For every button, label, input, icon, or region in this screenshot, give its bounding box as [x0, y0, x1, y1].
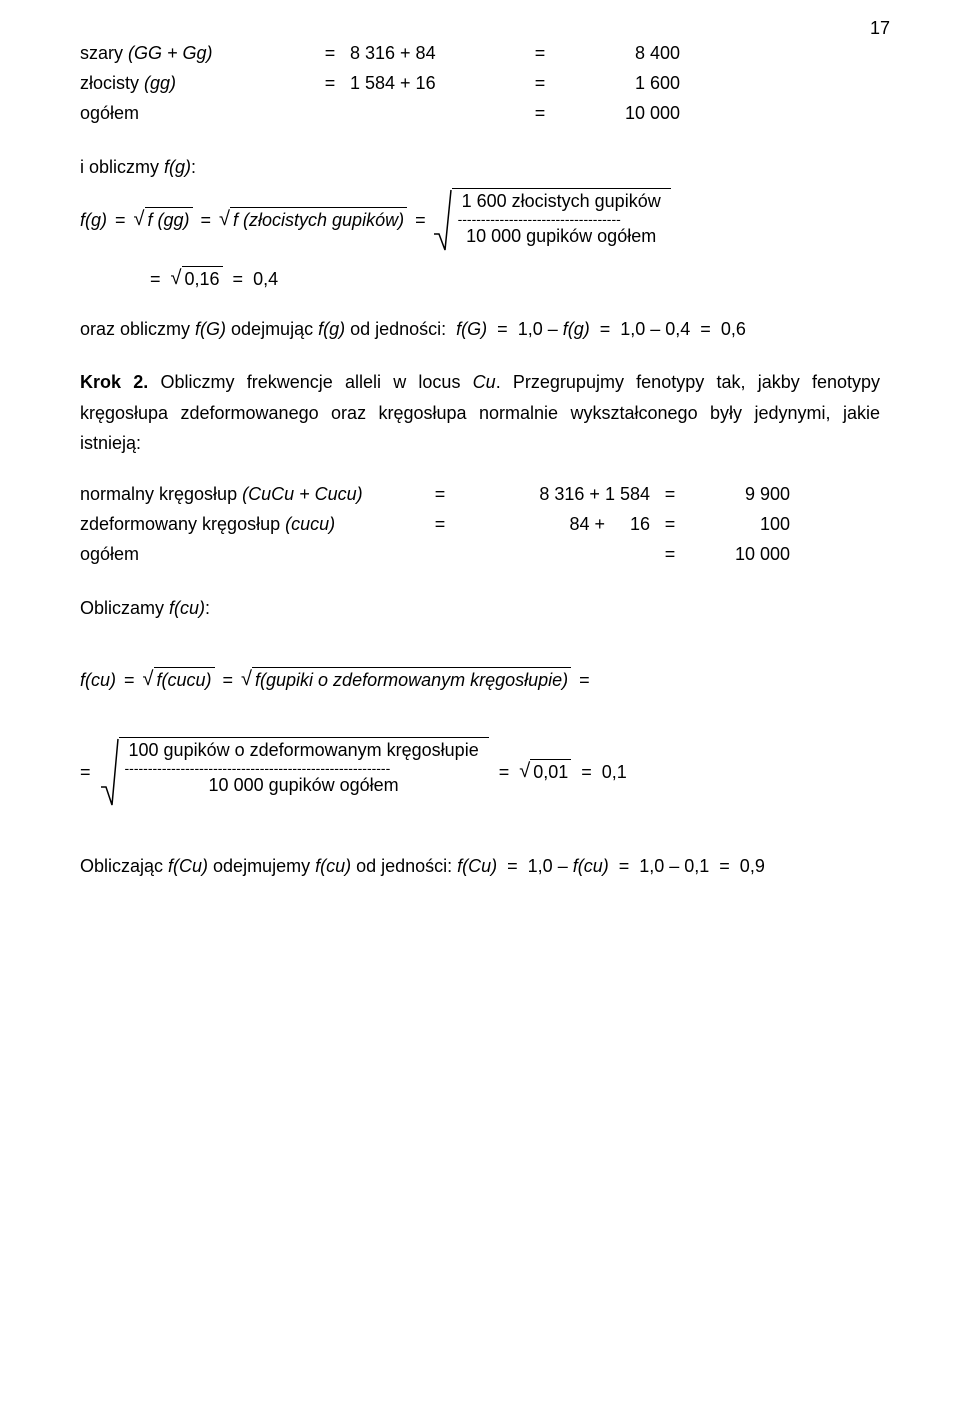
table-row: ogółem = 10 000 [80, 541, 880, 569]
paragraph: Obliczając f(Cu) odejmujemy f(cu) od jed… [80, 851, 880, 882]
table-row: ogółem = 10 000 [80, 100, 880, 128]
cell: 10 000 [690, 541, 790, 569]
cell: 10 000 [560, 100, 680, 128]
cell: = [650, 511, 690, 539]
cell: ogółem [80, 100, 310, 128]
cell: 1 600 [560, 70, 680, 98]
eq-result: 0,1 [602, 762, 627, 783]
paragraph: oraz obliczmy f(G) odejmując f(g) od jed… [80, 314, 880, 345]
text-line: i obliczmy f(g): [80, 152, 880, 183]
cell: = [420, 511, 460, 539]
text: : [205, 598, 210, 618]
cell: złocisty (gg) [80, 70, 310, 98]
fraction-numerator: 1 600 złocistych gupików [458, 191, 665, 212]
fraction-denominator: 10 000 gupików ogółem [458, 226, 665, 247]
step-label: Krok 2. [80, 372, 148, 392]
page: 17 szary (GG + Gg) = 8 316 + 84 = 8 400 … [0, 0, 960, 1423]
cell: 84 + 16 [460, 511, 650, 539]
cell: = [310, 70, 350, 98]
fraction-bar: ----------------------------------------… [125, 761, 483, 775]
eq-result: 0,4 [253, 269, 278, 290]
cell: 100 [690, 511, 790, 539]
eq-var: f(cu) [80, 670, 116, 691]
cell: 8 316 + 1 584 [460, 481, 650, 509]
eq-var: f(g) [80, 210, 107, 231]
cell: normalny kręgosłup (CuCu + Cucu) [80, 481, 420, 509]
sqrt-inner: f(cucu) [157, 670, 212, 690]
cell: = [420, 481, 460, 509]
equation: = √ 0,16 = 0,4 [80, 266, 880, 292]
cell: = [650, 541, 690, 569]
sqrt-icon [101, 737, 119, 807]
cell: = [650, 481, 690, 509]
sqrt-icon [434, 188, 452, 252]
sqrt-inner: 0,16 [182, 266, 223, 292]
sqrt-inner: 0,01 [530, 759, 571, 785]
sqrt-inner: f(gupiki o zdeformowanym kręgosłupie) [255, 670, 568, 690]
page-number: 17 [870, 18, 890, 39]
paragraph: Krok 2. Obliczmy frekwencje alleli w loc… [80, 367, 880, 459]
text-line: Obliczamy f(cu): [80, 593, 880, 624]
sqrt-inner: f (gg) [148, 210, 190, 230]
cell: = [520, 70, 560, 98]
equation: f(cu) = √ f(cucu) = √ f(gupiki o zdeform… [80, 667, 880, 693]
cell: 8 316 + 84 [350, 40, 520, 68]
cell: szary (GG + Gg) [80, 40, 310, 68]
cell: 1 584 + 16 [350, 70, 520, 98]
cell: = [520, 40, 560, 68]
table-row: złocisty (gg) = 1 584 + 16 = 1 600 [80, 70, 880, 98]
sqrt-inner: f (złocistych gupików) [233, 210, 404, 230]
text: . Przegrupujmy fenotypy [496, 372, 705, 392]
table-row: zdeformowany kręgosłup (cucu) = 84 + 16 … [80, 511, 880, 539]
fraction-bar: ----------------------------------- [458, 212, 665, 226]
equation: = 100 gupików o zdeformowanym kręgosłupi… [80, 737, 880, 807]
cell: zdeformowany kręgosłup (cucu) [80, 511, 420, 539]
table-row: normalny kręgosłup (CuCu + Cucu) = 8 316… [80, 481, 880, 509]
cell: 8 400 [560, 40, 680, 68]
fraction-denominator: 10 000 gupików ogółem [125, 775, 483, 796]
cell: = [520, 100, 560, 128]
fraction-numerator: 100 gupików o zdeformowanym kręgosłupie [125, 740, 483, 761]
cell [460, 541, 650, 569]
table-row: szary (GG + Gg) = 8 316 + 84 = 8 400 [80, 40, 880, 68]
cell: = [310, 40, 350, 68]
locus-name: Cu [473, 372, 496, 392]
eq-var: f(cu) [169, 598, 205, 618]
cell: 9 900 [690, 481, 790, 509]
cell [420, 541, 460, 569]
cell [350, 100, 520, 128]
equation: f(g) = √ f (gg) = √ f (złocistych gupikó… [80, 188, 880, 252]
text: Obliczamy [80, 598, 169, 618]
text: Obliczmy frekwencje alleli w locus [148, 372, 472, 392]
cell [310, 100, 350, 128]
cell: ogółem [80, 541, 420, 569]
